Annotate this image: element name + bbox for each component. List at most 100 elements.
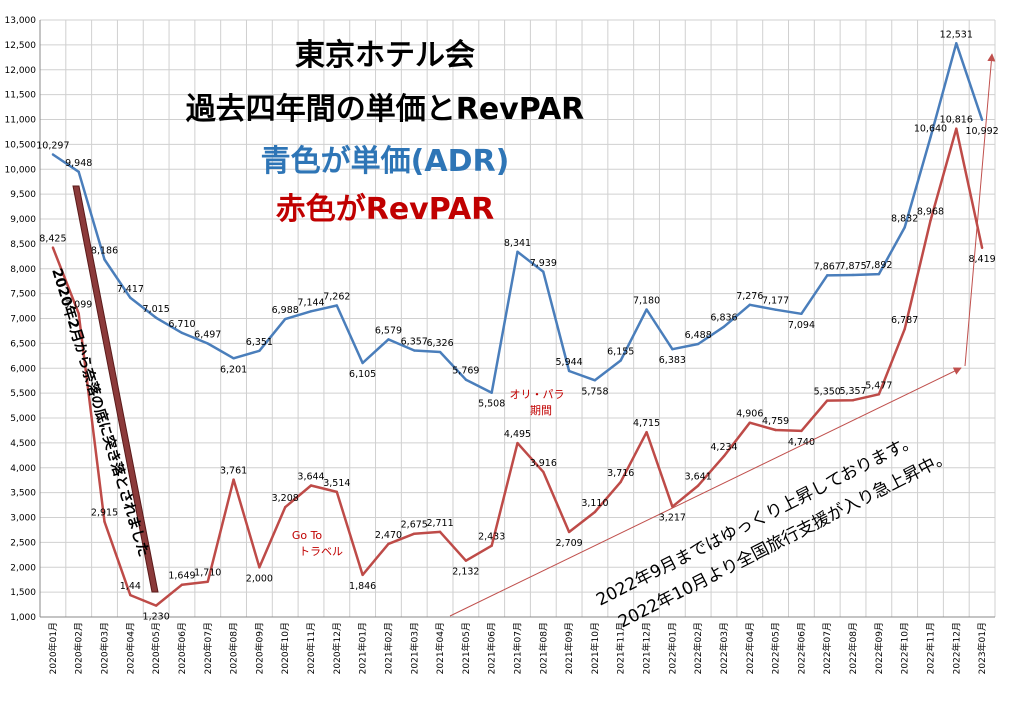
data-point-adr: [77, 170, 80, 174]
data-label-adr: 6,488: [685, 330, 712, 341]
data-label-revpar: 4,234: [710, 442, 737, 453]
data-label-revpar: 2,000: [246, 573, 273, 584]
data-label-revpar: 3,514: [323, 478, 350, 489]
data-label-adr: 7,276: [736, 291, 763, 302]
data-label-adr: 6,326: [426, 338, 453, 349]
y-tick-label: 7,500: [10, 290, 36, 300]
data-point-revpar: [800, 429, 803, 433]
data-point-revpar: [929, 219, 932, 222]
data-point-adr: [567, 369, 571, 373]
data-label-revpar: 4,906: [736, 409, 763, 420]
data-point-revpar: [490, 544, 493, 547]
data-point-adr: [903, 226, 906, 229]
data-label-adr: 7,144: [297, 297, 324, 308]
data-point-revpar: [826, 399, 829, 402]
data-point-adr: [877, 272, 881, 276]
data-label-revpar: 8,425: [39, 234, 66, 245]
title-line-2: 過去四年間の単価とRevPAR: [186, 92, 585, 127]
data-point-revpar: [309, 484, 313, 487]
title-line-3: 青色が単価(ADR): [261, 144, 510, 179]
data-label-adr: 6,383: [659, 355, 686, 366]
x-tick-label: 2021年12月: [641, 622, 653, 674]
trend-arrows: [449, 53, 996, 617]
y-tick-label: 6,000: [10, 364, 36, 374]
data-point-adr: [645, 308, 648, 311]
data-label-adr: 6,988: [272, 305, 299, 316]
goto-annotation-line-1: Go To: [292, 529, 323, 542]
x-tick-label: 2022年06月: [795, 622, 807, 674]
y-tick-label: 7,000: [10, 315, 36, 325]
data-point-adr: [929, 136, 932, 139]
data-label-revpar: 4,759: [762, 416, 789, 427]
data-point-adr: [748, 303, 751, 306]
data-point-revpar: [774, 428, 777, 432]
data-point-adr: [335, 304, 339, 307]
x-tick-label: 2022年12月: [950, 622, 962, 674]
data-label-adr: 6,155: [607, 347, 634, 358]
data-point-adr: [154, 316, 158, 319]
gridlines: [39, 19, 996, 618]
y-tick-label: 3,500: [10, 489, 36, 499]
data-point-adr: [980, 118, 984, 122]
data-label-revpar: 3,217: [659, 513, 686, 524]
data-label-revpar: 3,916: [530, 458, 557, 469]
x-tick-label: 2020年03月: [99, 622, 111, 674]
x-tick-label: 2022年05月: [770, 622, 782, 674]
y-tick-label: 5,000: [10, 414, 36, 424]
data-point-revpar: [567, 530, 571, 534]
data-point-adr: [284, 317, 287, 321]
data-point-revpar: [748, 421, 751, 424]
data-label-adr: 7,094: [788, 320, 815, 331]
x-tick-label: 2020年06月: [176, 622, 188, 674]
data-label-revpar: 2,470: [375, 530, 402, 541]
data-point-revpar: [851, 399, 855, 402]
data-label-revpar: 1,710: [194, 568, 221, 579]
y-tick-label: 4,000: [10, 464, 36, 474]
data-point-adr: [413, 349, 416, 352]
data-label-revpar: 1,649: [168, 571, 195, 582]
y-tick-label: 13,000: [5, 16, 37, 26]
data-label-adr: 7,875: [839, 261, 866, 272]
data-label-revpar: 2,675: [401, 520, 428, 531]
data-label-adr: 5,758: [581, 386, 608, 397]
olympics-annotation-line-1: オリ・パラ: [510, 388, 565, 401]
data-label-revpar: 1,44: [120, 581, 141, 592]
data-label-revpar: 7,099: [65, 300, 92, 311]
data-point-adr: [542, 270, 545, 273]
y-tick-label: 2,500: [10, 538, 36, 548]
data-point-revpar: [77, 312, 80, 315]
x-tick-label: 2021年02月: [382, 622, 394, 674]
data-point-adr: [103, 258, 106, 261]
data-label-adr: 5,769: [452, 366, 479, 377]
x-tick-label: 2021年06月: [486, 622, 498, 674]
data-point-adr: [619, 359, 622, 362]
data-point-adr: [180, 331, 184, 335]
data-point-adr: [464, 378, 468, 381]
data-label-adr: 7,015: [143, 304, 170, 315]
data-point-revpar: [619, 480, 622, 484]
data-label-adr: 7,892: [865, 260, 892, 271]
x-tick-label: 2022年10月: [899, 622, 911, 674]
series-lines: [51, 42, 984, 607]
y-tick-label: 5,500: [10, 389, 36, 399]
y-tick-label: 9,500: [10, 190, 36, 200]
olympics-annotation-line-2: 期間: [530, 404, 552, 417]
data-label-adr: 5,508: [478, 399, 505, 410]
data-point-adr: [516, 250, 519, 253]
data-label-revpar: 10,816: [940, 115, 973, 126]
data-label-revpar: 5,477: [865, 380, 892, 391]
axes: [39, 20, 995, 618]
data-point-revpar: [232, 478, 235, 481]
data-label-revpar: 2,132: [452, 567, 479, 578]
y-tick-label: 6,500: [10, 339, 36, 349]
data-point-revpar: [464, 559, 468, 562]
data-point-revpar: [387, 542, 390, 546]
data-label-revpar: 1,230: [143, 612, 170, 623]
data-point-adr: [309, 310, 313, 313]
data-point-adr: [774, 308, 777, 311]
data-point-adr: [800, 312, 803, 316]
y-tick-label: 4,500: [10, 439, 36, 449]
data-point-adr: [490, 391, 493, 394]
data-point-revpar: [206, 580, 209, 583]
x-tick-label: 2021年04月: [434, 622, 446, 674]
